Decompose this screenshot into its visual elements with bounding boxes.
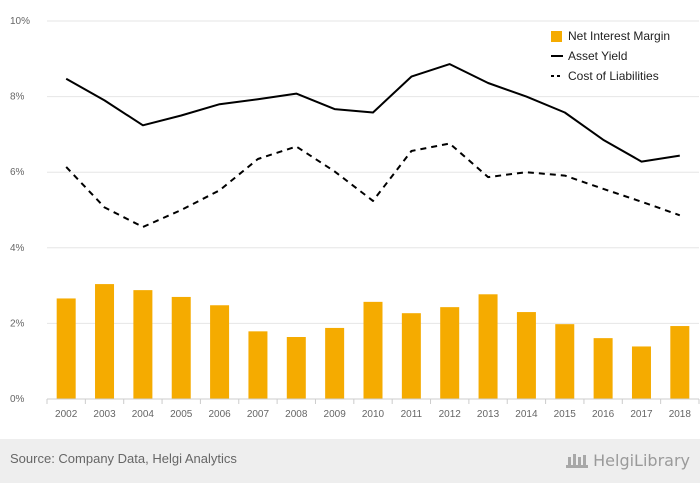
bar (210, 305, 230, 399)
x-tick-label: 2011 (401, 409, 423, 420)
y-tick-label: 8% (10, 92, 25, 103)
x-tick-label: 2017 (630, 409, 653, 420)
x-tick-label: 2016 (592, 409, 615, 420)
x-tick-label: 2015 (554, 409, 577, 420)
x-tick-label: 2010 (362, 409, 385, 420)
source-text: Source: Company Data, Helgi Analytics (10, 451, 237, 466)
bar (593, 338, 613, 399)
x-axis: 2002 2003 2004 2005 2006 2007 2008 2009 2010 2011… (46, 398, 700, 420)
legend: Net Interest Margin Asset Yield Cost of Li… (551, 29, 670, 83)
x-tick-label: 2006 (208, 409, 231, 420)
x-tick-label: 2013 (477, 409, 500, 420)
line-series (65, 63, 681, 228)
x-tick-label: 2002 (55, 409, 78, 420)
x-tick-label: 2009 (324, 409, 347, 420)
logo-text: HelgiLibrary (593, 450, 690, 470)
bar (401, 313, 421, 399)
y-tick-label: 6% (10, 167, 25, 178)
y-axis: 0% 2% 4% 6% 8% 10% (10, 16, 30, 405)
x-tick-label: 2005 (170, 409, 193, 420)
bar (248, 331, 268, 399)
bar (363, 301, 383, 399)
x-tick-label: 2003 (93, 409, 116, 420)
bar (286, 337, 306, 399)
helgi-library-logo: HelgiLibrary (565, 448, 690, 472)
y-tick-label: 10% (10, 16, 30, 27)
asset-yield-line (65, 63, 680, 163)
bar (325, 327, 345, 399)
legend-swatch-net-interest-margin (551, 31, 562, 42)
footer: Source: Company Data, Helgi Analytics He… (0, 439, 700, 483)
bar (555, 324, 575, 399)
chart: 0%2%4%6%8%10% 2002 2003 2004 2005 2006 2007 20… (10, 16, 700, 420)
bar (670, 326, 690, 399)
legend-label: Cost of Liabilities (568, 69, 659, 83)
x-tick-label: 2004 (132, 409, 155, 420)
gridlines (47, 20, 699, 324)
x-tick-label: 2018 (669, 409, 692, 420)
y-tick-label: 0% (10, 394, 25, 405)
bar (516, 312, 536, 399)
bar (95, 284, 115, 399)
x-tick-label: 2008 (285, 409, 308, 420)
y-tick-label: 4% (10, 243, 25, 254)
bar-series (56, 284, 690, 399)
bar (133, 290, 153, 399)
bar (171, 296, 191, 399)
bar (478, 294, 498, 399)
y-tick-label: 2% (10, 318, 25, 329)
legend-label: Asset Yield (568, 49, 627, 63)
bar (440, 307, 460, 399)
bar (56, 298, 76, 399)
library-icon (566, 454, 589, 468)
x-tick-label: 2014 (515, 409, 538, 420)
cost-of-liabilities-line (65, 142, 681, 228)
legend-label: Net Interest Margin (568, 29, 670, 43)
x-tick-label: 2007 (247, 409, 270, 420)
bar (631, 346, 651, 399)
x-tick-label: 2012 (439, 409, 462, 420)
